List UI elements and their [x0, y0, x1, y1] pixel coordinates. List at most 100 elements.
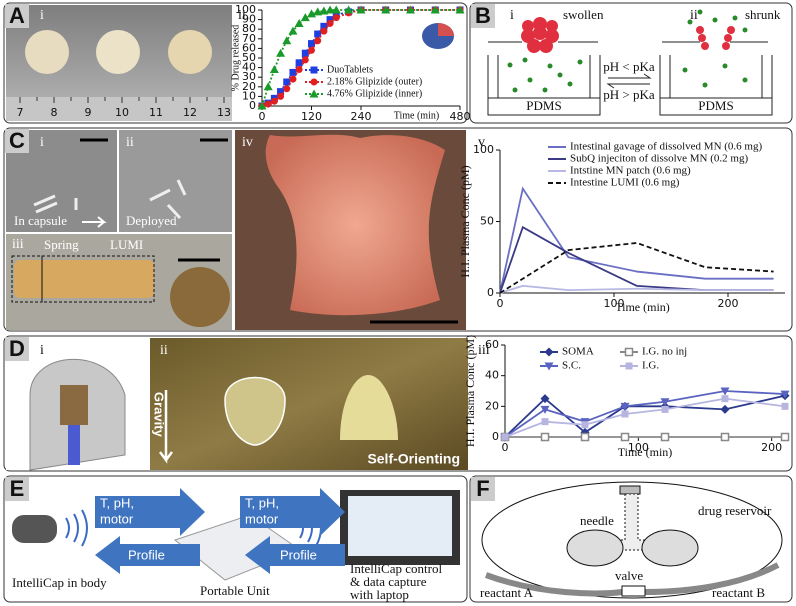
y-tick-label: 60: [485, 338, 499, 351]
x-tick-label: 0: [502, 441, 509, 454]
legend-marker: [624, 347, 634, 357]
marker: [320, 22, 328, 30]
marker: [720, 404, 730, 414]
ruler-label: 8: [51, 106, 58, 119]
coin: [170, 267, 230, 327]
marker: [331, 5, 341, 14]
series-line: [499, 284, 774, 294]
sub-label: i: [40, 8, 44, 23]
box: [41, 255, 155, 303]
ruler-label: 13: [217, 106, 231, 119]
ruler-label: 12: [183, 106, 197, 119]
marker: [257, 101, 267, 110]
tablet: [168, 30, 212, 74]
x-tick-label: 100: [628, 441, 649, 454]
capsule: [12, 515, 57, 543]
panel-letter-bg: [471, 477, 495, 501]
legend-marker: [309, 89, 319, 98]
panel-letter: C: [9, 128, 25, 153]
caption: In capsule: [14, 213, 67, 228]
reactant-channel: [484, 562, 780, 597]
sub-label: i: [510, 8, 514, 23]
gravity-arrow: [159, 390, 173, 464]
legend-label: DuoTablets: [327, 64, 373, 75]
arrow-label: motor: [100, 511, 134, 526]
part-label: reactant A: [480, 585, 534, 600]
material-label: PDMS: [698, 98, 733, 113]
marker: [326, 16, 334, 24]
device: [224, 376, 286, 446]
condition-label: pH < pKa: [603, 59, 655, 74]
sub-label: i: [40, 343, 44, 358]
legend-marker: [544, 347, 554, 357]
marker: [381, 5, 391, 14]
marker: [540, 405, 550, 414]
panel-letter-bg: [5, 477, 29, 501]
ruler-label: 10: [115, 106, 129, 119]
legend-label: Intestine LUMI (0.6 mg): [570, 177, 680, 189]
legend-label: Intstine MN patch (0.6 mg): [570, 165, 691, 177]
y-tick-label: 30: [242, 70, 256, 83]
y-axis-label: % Drug released: [230, 25, 241, 92]
ruler-label: 7: [17, 106, 24, 119]
marker: [781, 402, 789, 410]
reservoir: [641, 529, 699, 567]
marker: [344, 5, 354, 14]
gravity-label: Gravity: [152, 392, 167, 438]
material-label: PDMS: [526, 98, 561, 113]
marker: [289, 68, 297, 76]
caption: IntelliCap in body: [12, 575, 107, 590]
marker: [300, 13, 310, 22]
marker: [308, 40, 315, 48]
marker: [541, 418, 549, 426]
caption: Self-Orienting: [367, 451, 460, 467]
marker: [308, 46, 315, 54]
sub-label: ii: [160, 343, 168, 358]
state-label: swollen: [563, 7, 604, 22]
panel-letter: F: [476, 476, 489, 501]
marker: [269, 65, 279, 74]
frame: [469, 475, 793, 603]
part-label: Spring: [44, 237, 79, 252]
legend-marker: [544, 362, 554, 371]
marker: [283, 78, 291, 86]
legend-marker: [310, 78, 318, 86]
series-line: [499, 225, 774, 294]
legend-marker: [625, 362, 633, 370]
marker: [661, 405, 669, 413]
y-tick-label: 40: [242, 61, 256, 74]
panel-letter: B: [475, 3, 491, 28]
y-tick-label: 100: [473, 143, 494, 156]
x-axis-label: Time (min): [618, 445, 673, 459]
part-label: LUMI: [110, 237, 143, 252]
needles: [33, 179, 187, 220]
marker: [277, 92, 285, 100]
marker: [332, 14, 340, 22]
y-tick-label: 10: [242, 89, 256, 102]
legend-label: SubQ injeciton of dissolve MN (0.2 mg): [570, 153, 748, 165]
sub-label: v: [478, 135, 485, 150]
marker: [319, 6, 329, 15]
y-axis-label: H.I. Plasma Conc (pM): [463, 335, 477, 447]
arrow-label: Profile: [280, 547, 317, 562]
marker: [289, 75, 297, 83]
x-tick-label: 120: [301, 110, 322, 123]
x-tick-label: 240: [351, 110, 372, 123]
y-tick-label: 20: [485, 399, 499, 412]
y-axis-label: H.I. Plasma Conc (pM): [458, 165, 472, 277]
marker: [580, 432, 590, 442]
panel-letter: A: [9, 3, 25, 28]
marker: [295, 59, 303, 67]
marker: [270, 97, 278, 105]
y-tick-label: 0: [249, 99, 256, 112]
sub-label: iv: [242, 135, 253, 150]
y-tick-label: 60: [242, 41, 256, 54]
spring: [60, 385, 88, 425]
frame: [469, 2, 793, 124]
ruler: [6, 97, 232, 121]
sub-label: iii: [12, 237, 24, 252]
laptop-screen: [348, 496, 452, 556]
legend-label: 4.76% Glipizide (inner): [327, 88, 422, 99]
condition-label: pH > pKa: [603, 87, 655, 102]
marker: [283, 85, 291, 93]
